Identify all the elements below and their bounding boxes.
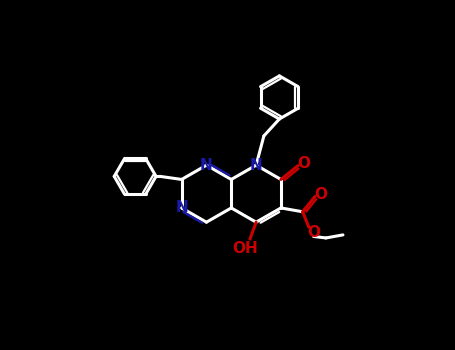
Text: O: O (298, 156, 311, 171)
Text: N: N (250, 158, 263, 173)
Text: O: O (307, 225, 320, 240)
Text: N: N (175, 201, 188, 216)
Text: N: N (200, 158, 213, 173)
Text: O: O (315, 187, 328, 202)
Text: OH: OH (233, 241, 258, 256)
